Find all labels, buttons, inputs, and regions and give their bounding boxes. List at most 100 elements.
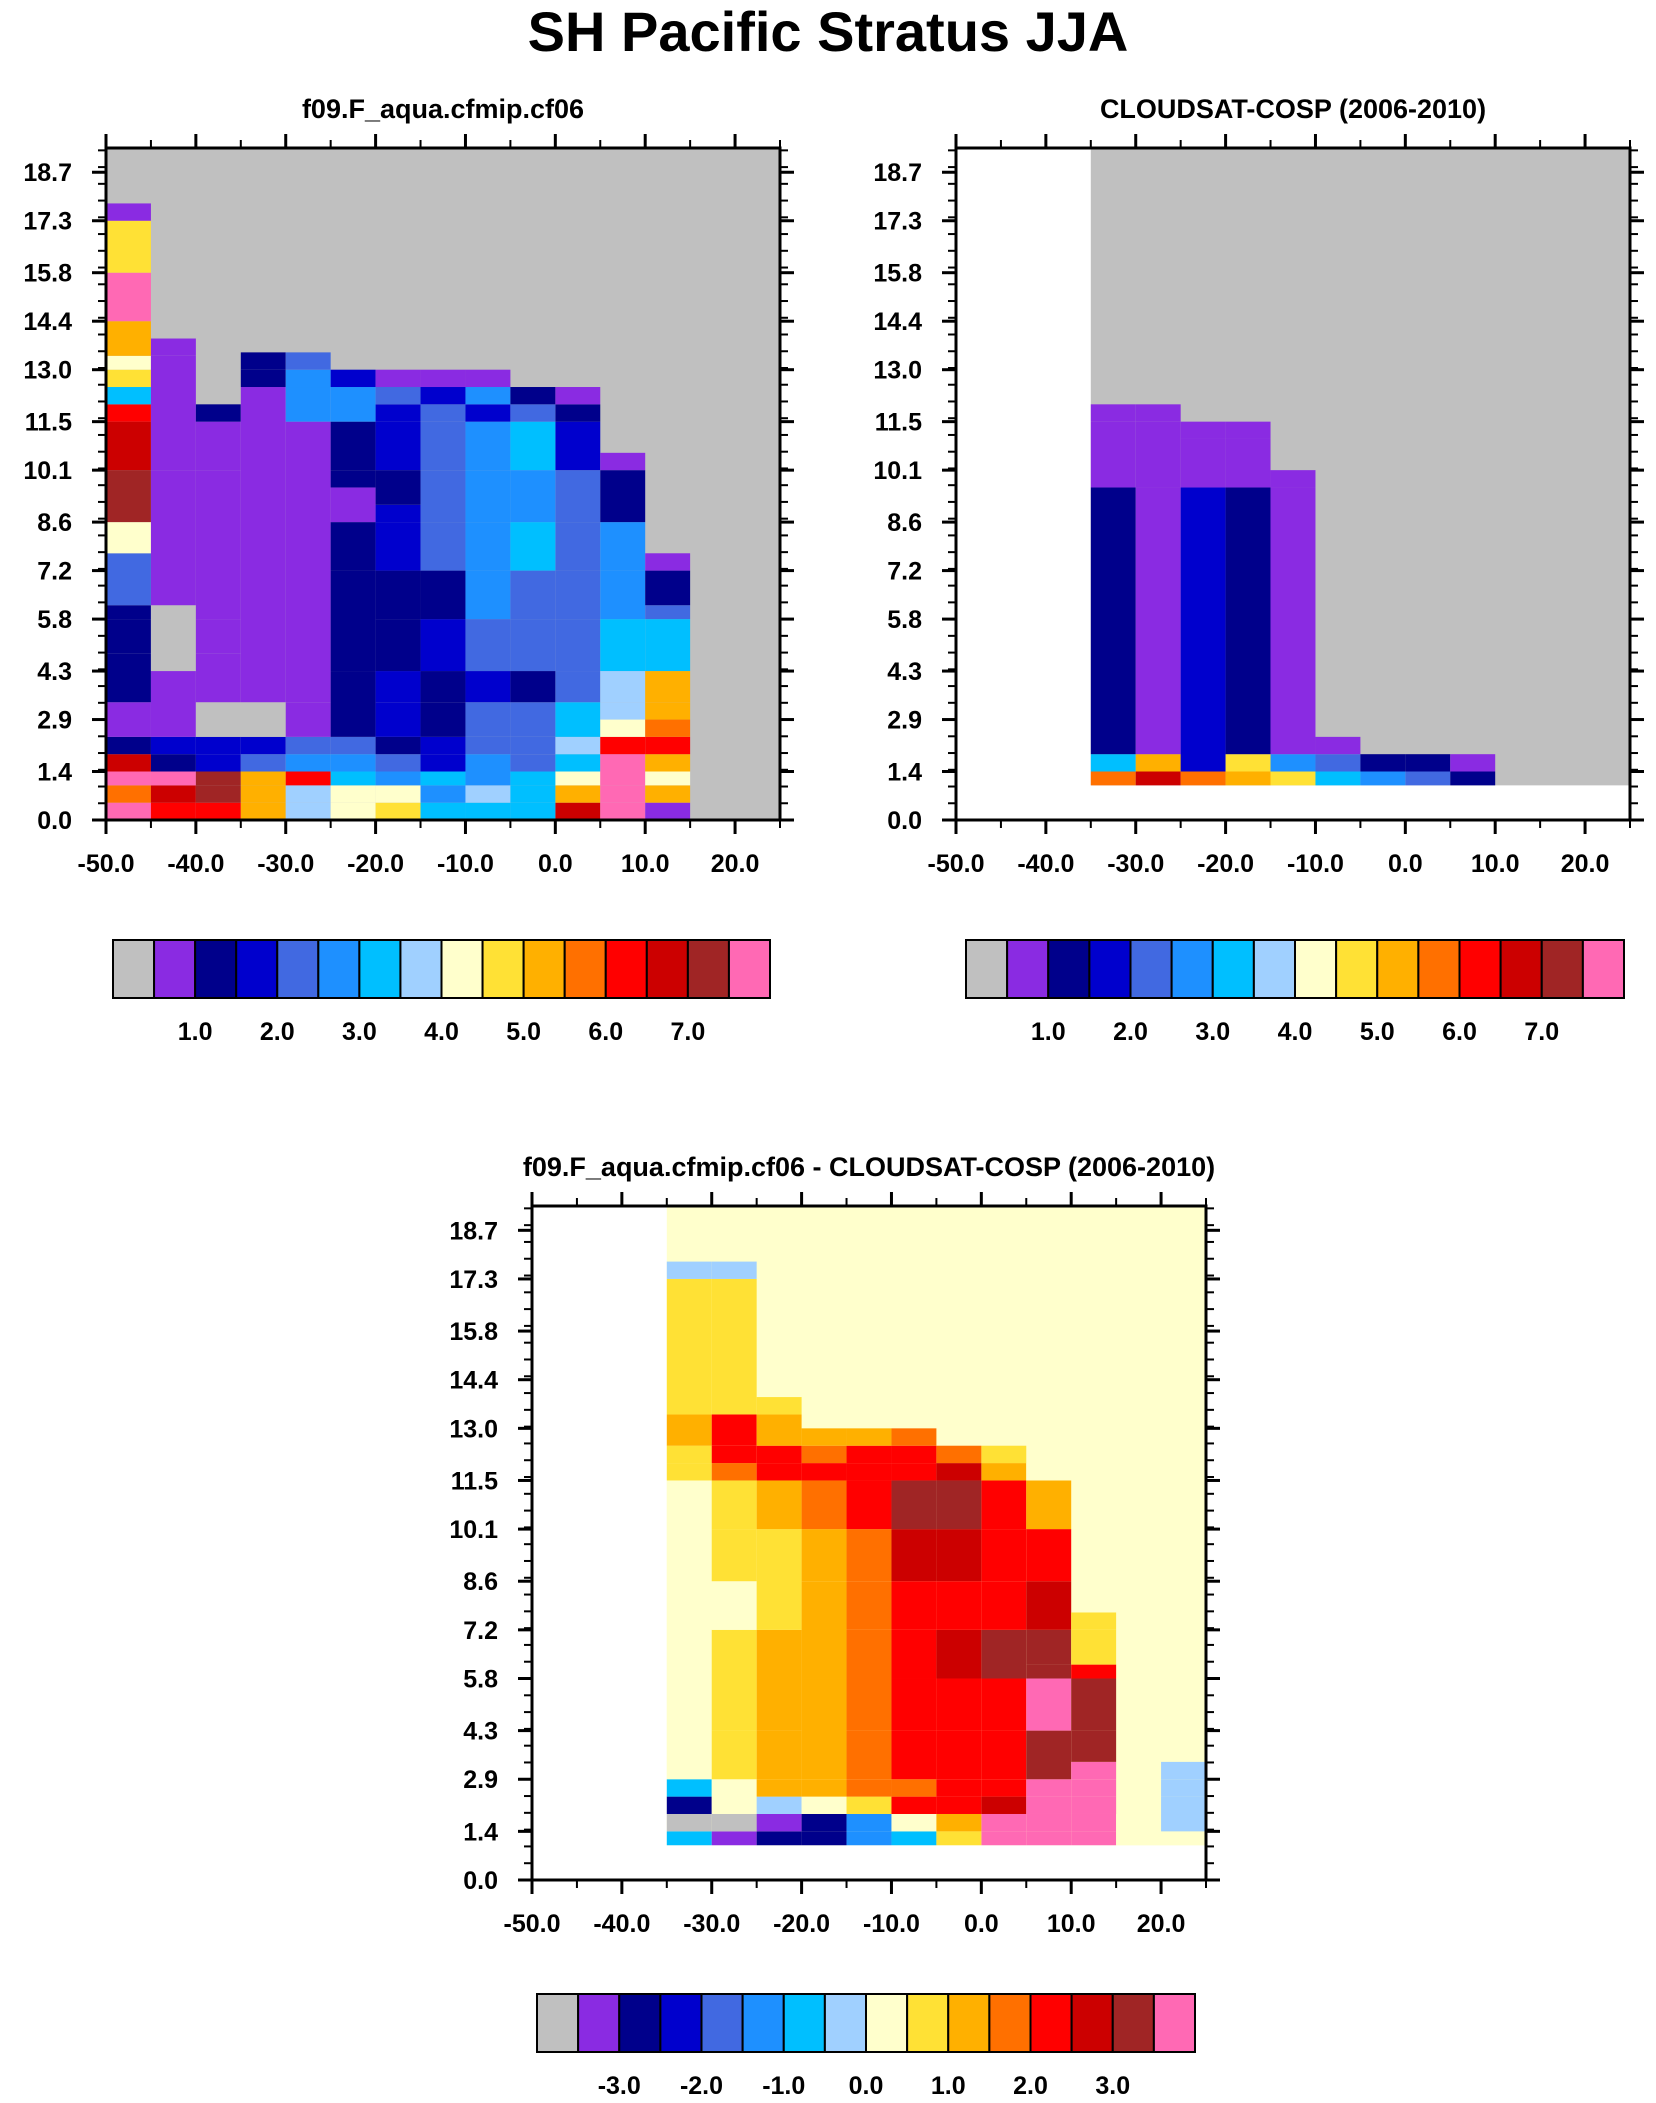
heatmap-cell bbox=[150, 785, 196, 803]
colorbar-swatch bbox=[317, 939, 361, 999]
heatmap-cell bbox=[420, 470, 466, 523]
heatmap-cell bbox=[106, 272, 151, 322]
heatmap-cell bbox=[1360, 754, 1406, 772]
heatmap-cell bbox=[1135, 754, 1181, 772]
heatmap-cell bbox=[420, 421, 466, 471]
heatmap-cell bbox=[330, 369, 376, 388]
heatmap-cell bbox=[711, 1831, 757, 1846]
heatmap-cell bbox=[1450, 754, 1496, 772]
heatmap-cell bbox=[756, 1397, 802, 1415]
heatmap-cell bbox=[195, 754, 241, 772]
heatmap-cell bbox=[600, 702, 646, 720]
heatmap-cell bbox=[195, 785, 241, 803]
heatmap-cell bbox=[330, 522, 376, 571]
colorbar-label: 1.0 bbox=[931, 2072, 966, 2100]
heatmap-cell bbox=[106, 220, 151, 273]
y-tick-label: 14.4 bbox=[873, 308, 922, 336]
y-tick-label: 10.1 bbox=[23, 457, 72, 485]
colorbar-swatch bbox=[1376, 939, 1420, 999]
colorbar-label: 5.0 bbox=[1360, 1018, 1395, 1046]
heatmap-cell bbox=[465, 387, 511, 405]
heatmap-cell bbox=[1090, 421, 1136, 488]
heatmap-cell bbox=[846, 1779, 892, 1797]
heatmap-cell bbox=[846, 1529, 892, 1582]
heatmap-cell bbox=[555, 771, 601, 786]
heatmap-cell bbox=[1026, 1581, 1072, 1630]
heatmap-cell bbox=[375, 785, 421, 803]
heatmap-cell bbox=[1161, 1831, 1206, 1846]
heatmap-cell bbox=[1026, 1480, 1072, 1530]
heatmap-cell bbox=[375, 570, 421, 620]
y-tick-label: 0.0 bbox=[887, 807, 922, 835]
heatmap-cell bbox=[375, 754, 421, 772]
heatmap-cell bbox=[936, 1529, 982, 1582]
heatmap-cell bbox=[510, 470, 556, 523]
heatmap-cell bbox=[420, 671, 466, 703]
heatmap-cell bbox=[936, 1813, 982, 1832]
heatmap-cell bbox=[1135, 404, 1181, 422]
heatmap-cell bbox=[846, 1480, 892, 1530]
heatmap-cell bbox=[330, 771, 376, 786]
heatmap-cell bbox=[666, 1678, 712, 1780]
heatmap-cell bbox=[150, 470, 196, 606]
heatmap-cell bbox=[106, 754, 151, 772]
heatmap-cell bbox=[240, 352, 286, 370]
heatmap-cell bbox=[510, 802, 556, 820]
heatmap-cell bbox=[1225, 771, 1271, 786]
heatmap-cell bbox=[240, 771, 286, 786]
heatmap-cell bbox=[1026, 1813, 1072, 1832]
heatmap-cell bbox=[756, 1529, 802, 1630]
colorbar-swatch bbox=[965, 939, 1009, 999]
heatmap-cell bbox=[330, 754, 376, 772]
heatmap-cell bbox=[846, 1831, 892, 1846]
heatmap-cell bbox=[666, 1813, 712, 1832]
heatmap-cell bbox=[330, 570, 376, 672]
heatmap-cell bbox=[1026, 1730, 1072, 1780]
heatmap-cell bbox=[106, 702, 151, 737]
heatmap-cell bbox=[555, 802, 601, 820]
heatmap-cell bbox=[936, 1480, 982, 1530]
heatmap-cell bbox=[106, 355, 151, 370]
heatmap-cell bbox=[891, 1813, 937, 1832]
heatmap-cell bbox=[150, 736, 196, 755]
colorbar-swatch bbox=[536, 1993, 580, 2053]
heatmap-cell bbox=[285, 702, 331, 737]
heatmap-cell bbox=[666, 1414, 712, 1446]
page-title: SH Pacific Stratus JJA bbox=[527, 0, 1129, 63]
colorbar-label: 7.0 bbox=[670, 1018, 705, 1046]
colorbar-swatch bbox=[782, 1993, 826, 2053]
heatmap-cell bbox=[1450, 771, 1496, 786]
heatmap-cell bbox=[285, 785, 331, 803]
heatmap-cell bbox=[645, 702, 691, 720]
heatmap-cell bbox=[375, 470, 421, 505]
heatmap-cell bbox=[285, 802, 331, 820]
colorbar-label: 3.0 bbox=[1195, 1018, 1230, 1046]
colorbar-swatch bbox=[823, 1993, 867, 2053]
y-tick-label: 5.8 bbox=[37, 606, 72, 634]
heatmap-cell bbox=[555, 570, 601, 620]
heatmap-cell bbox=[195, 736, 241, 755]
heatmap-cell bbox=[666, 1629, 712, 1679]
colorbar-label: 5.0 bbox=[506, 1018, 541, 1046]
heatmap-cell bbox=[711, 1414, 757, 1446]
heatmap-cell bbox=[711, 1813, 757, 1832]
heatmap-cell bbox=[1135, 487, 1181, 755]
colorbar-swatch bbox=[235, 939, 279, 999]
panel-title: f09.F_aqua.cfmip.cf06 bbox=[302, 94, 584, 124]
x-tick-label: 10.0 bbox=[621, 850, 670, 878]
heatmap-cell bbox=[555, 736, 601, 755]
heatmap-cell bbox=[1026, 1831, 1072, 1846]
heatmap-cell bbox=[846, 1581, 892, 1630]
y-tick-label: 2.9 bbox=[887, 707, 922, 735]
y-tick-label: 10.1 bbox=[449, 1516, 498, 1544]
colorbar-swatch bbox=[741, 1993, 785, 2053]
x-tick-label: 0.0 bbox=[1388, 850, 1423, 878]
heatmap-cell bbox=[465, 522, 511, 571]
x-tick-label: -50.0 bbox=[928, 850, 985, 878]
heatmap-cell bbox=[195, 421, 241, 471]
heatmap-cell bbox=[465, 570, 511, 620]
heatmap-cell bbox=[510, 421, 556, 471]
heatmap-cell bbox=[981, 1730, 1027, 1780]
heatmap-cell bbox=[150, 605, 196, 620]
heatmap-cell bbox=[106, 387, 151, 405]
